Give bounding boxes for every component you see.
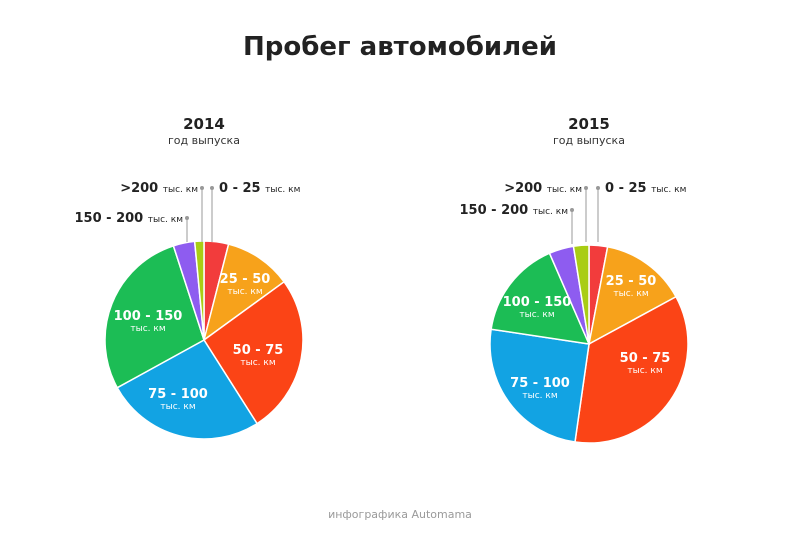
slice-2015-over-200 — [572, 244, 590, 345]
label-2014-25-50: 25 - 50 — [220, 272, 271, 287]
label-2015-100-150: 100 - 150 — [503, 295, 572, 310]
chart-2015-subtitle: год выпуска — [553, 134, 625, 147]
leader-dot-2014-0-25 — [210, 186, 214, 190]
callout-2014-0-25: 0 - 25 тыс. км — [219, 181, 300, 196]
pie-2014 — [104, 240, 304, 440]
leader-dot-2015-over-200 — [584, 186, 588, 190]
page-title: Пробег автомобилей — [243, 32, 557, 62]
chart-2014-subtitle: год выпуска — [168, 134, 240, 147]
chart-2014-title: 2014 — [183, 115, 225, 133]
callout-2014-over-200: >200 тыс. км — [120, 181, 198, 196]
callout-2015-over-200: >200 тыс. км — [504, 181, 582, 196]
chart-2015-title: 2015 — [568, 115, 610, 133]
pie-2015 — [489, 244, 689, 444]
slice-2014-100-150 — [104, 244, 205, 389]
leader-dot-2015-150-200 — [570, 208, 574, 212]
label-2015-50-75: 50 - 75 — [620, 351, 671, 366]
unit-label-2014-100-150: тыс. км — [130, 324, 165, 334]
label-2014-75-100: 75 - 100 — [148, 387, 208, 402]
footer-credit: инфографика Automama — [328, 508, 472, 521]
unit-label-2014-75-100: тыс. км — [160, 402, 195, 412]
leader-dot-2015-0-25 — [596, 186, 600, 190]
label-2015-25-50: 25 - 50 — [606, 274, 657, 289]
label-2014-100-150: 100 - 150 — [114, 309, 183, 324]
slice-2014-25-50 — [202, 243, 286, 342]
callout-2015-0-25: 0 - 25 тыс. км — [605, 181, 686, 196]
callout-2014-150-200: 150 - 200 тыс. км — [75, 211, 184, 226]
leader-dot-2014-over-200 — [200, 186, 204, 190]
slice-2014-50-75 — [202, 280, 304, 425]
slice-2015-75-100 — [489, 328, 590, 443]
slice-2014-75-100 — [116, 339, 259, 440]
leader-dot-2014-150-200 — [185, 216, 189, 220]
unit-label-2015-75-100: тыс. км — [522, 391, 557, 401]
unit-label-2015-100-150: тыс. км — [519, 310, 554, 320]
unit-label-2015-50-75: тыс. км — [627, 366, 662, 376]
unit-label-2014-50-75: тыс. км — [240, 358, 275, 368]
label-2014-50-75: 50 - 75 — [233, 343, 284, 358]
unit-label-2014-25-50: тыс. км — [227, 287, 262, 297]
label-2015-75-100: 75 - 100 — [510, 376, 570, 391]
slice-2015-50-75 — [574, 295, 689, 444]
unit-label-2015-25-50: тыс. км — [613, 289, 648, 299]
slice-2015-25-50 — [587, 245, 678, 346]
slice-2015-100-150 — [490, 252, 591, 345]
slice-2014-over-200 — [193, 240, 205, 341]
callout-2015-150-200: 150 - 200 тыс. км — [460, 203, 569, 218]
